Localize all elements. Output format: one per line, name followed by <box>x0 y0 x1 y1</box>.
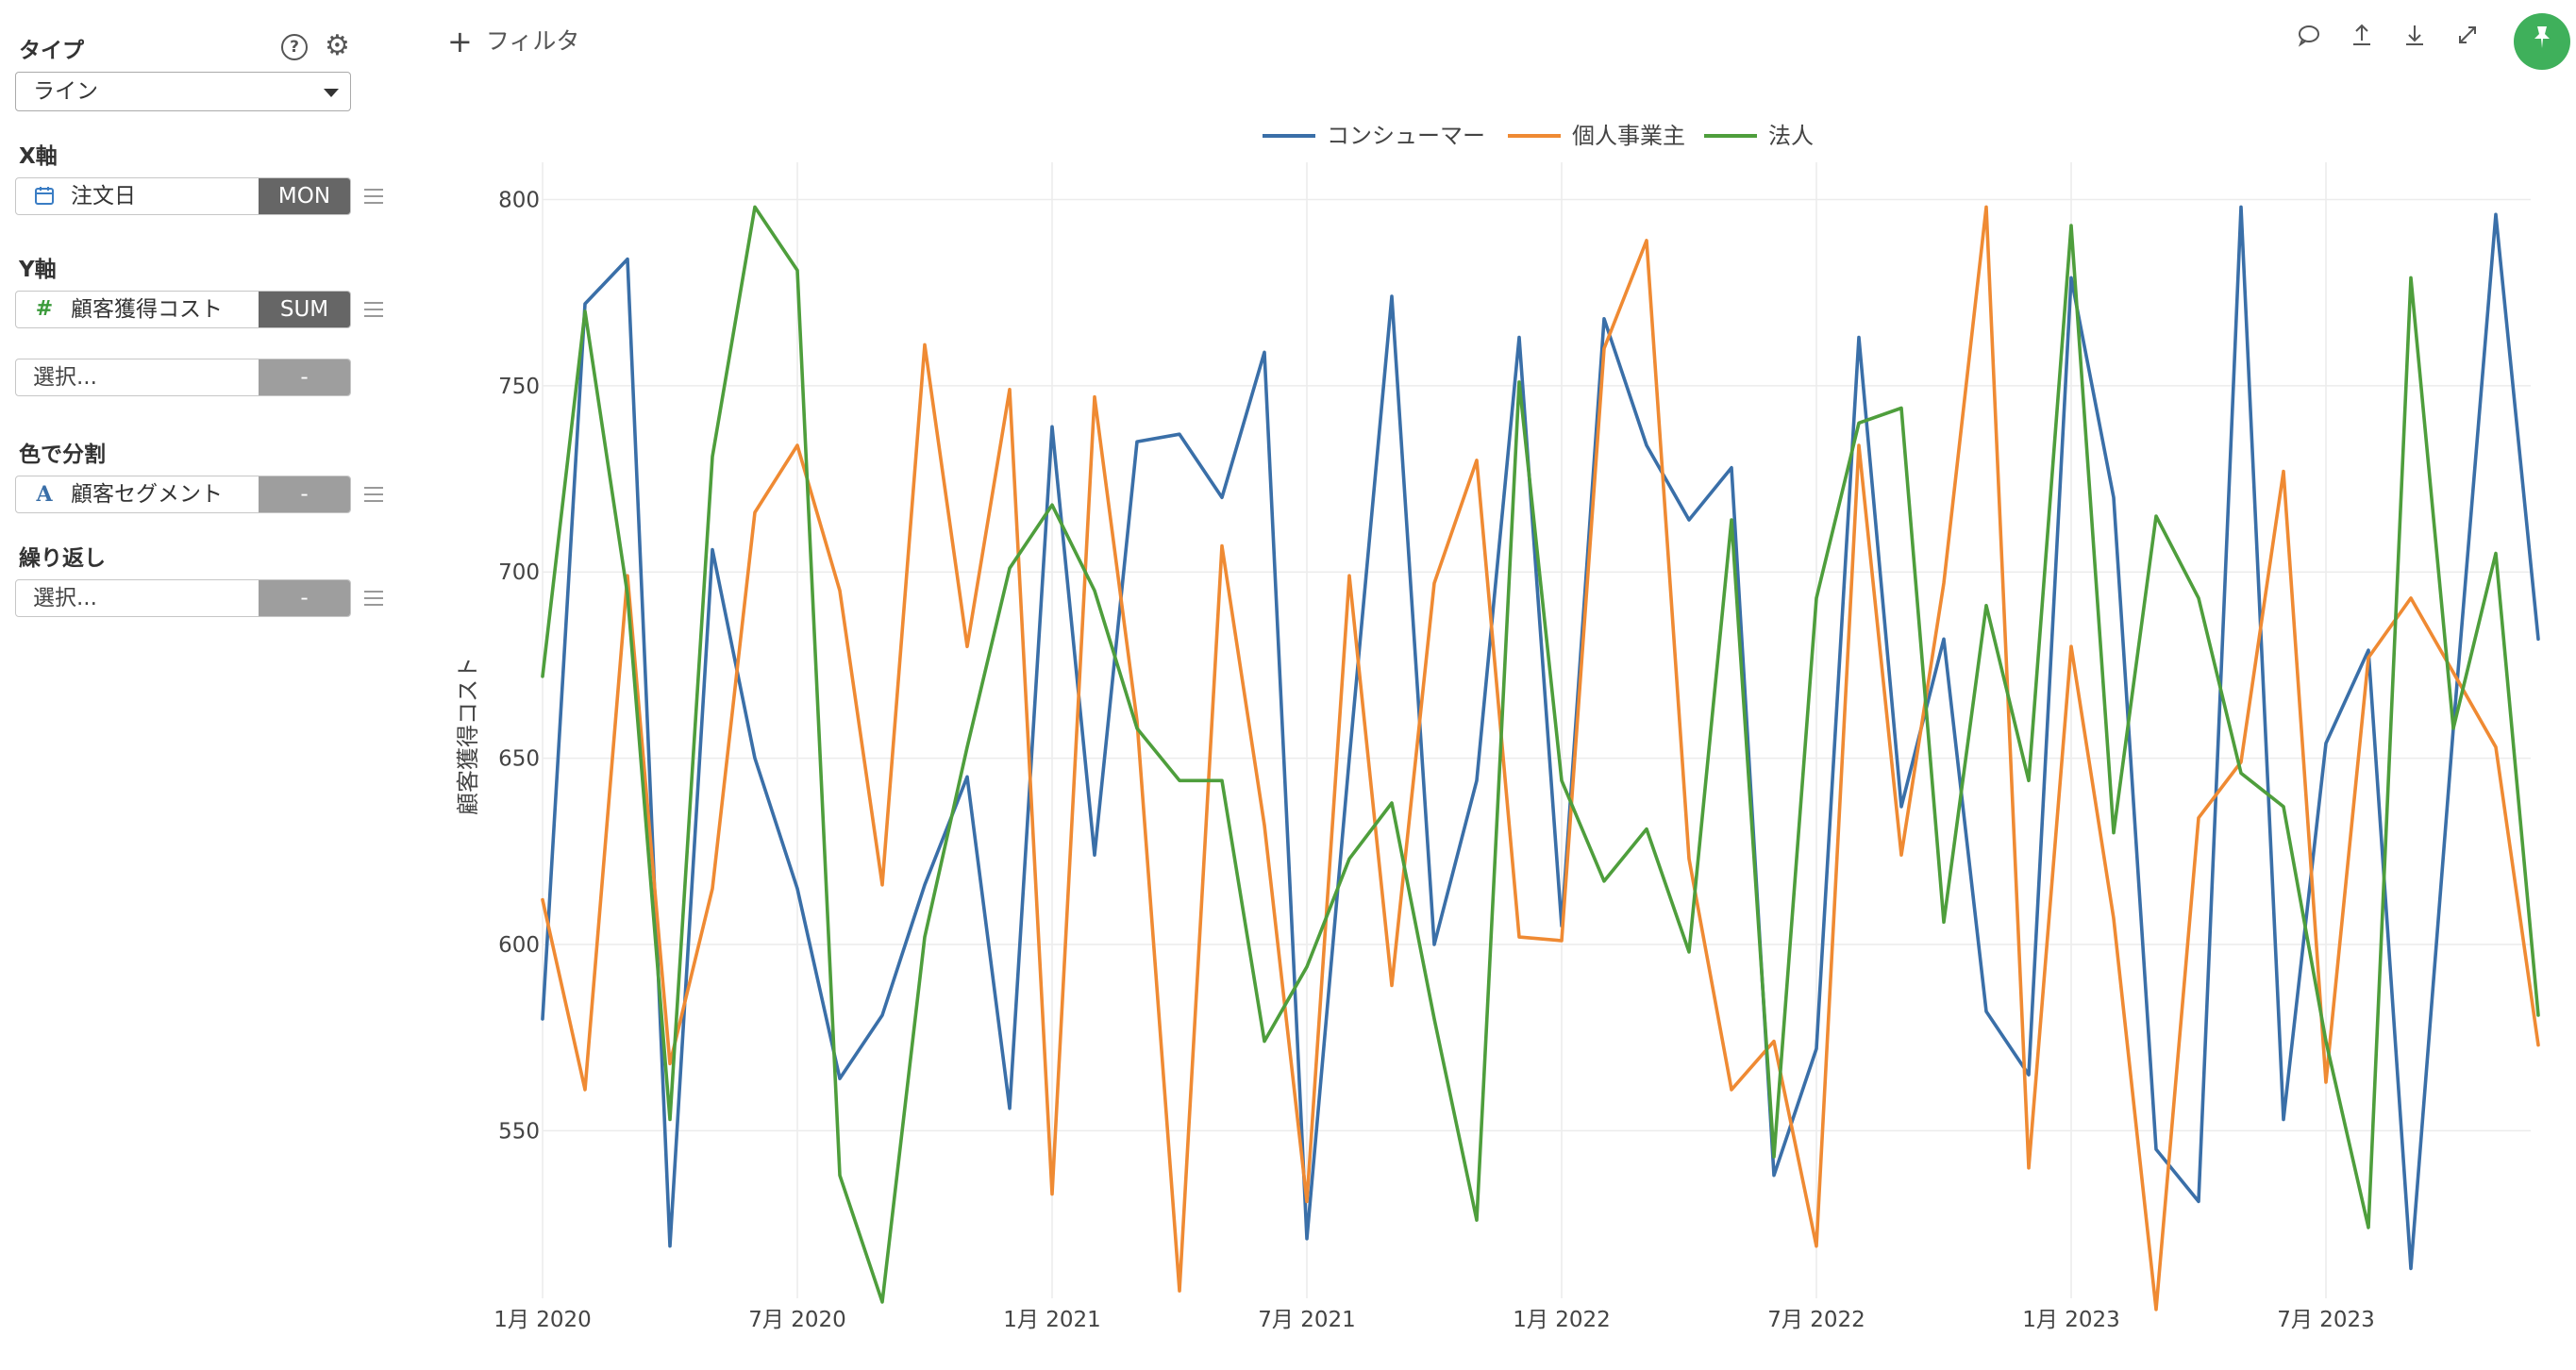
x-tick-label: 7月 2023 <box>2277 1308 2374 1332</box>
comment-icon[interactable] <box>2293 21 2325 58</box>
x-tick-label: 1月 2023 <box>2022 1308 2119 1332</box>
x-tick-label: 1月 2020 <box>493 1308 591 1332</box>
y-tick-label: 600 <box>498 933 540 958</box>
x-axis-field-name: 注文日 <box>71 184 136 209</box>
x-axis-label: X軸 <box>19 144 58 169</box>
y-axis-title: 顧客獲得コスト <box>455 657 481 815</box>
calendar-icon <box>33 185 56 208</box>
chart-type-select[interactable]: ライン <box>15 72 351 111</box>
text-type-icon: A <box>36 482 53 507</box>
y-axis-field[interactable]: # 顧客獲得コスト SUM <box>15 291 351 328</box>
y-tick-label: 700 <box>498 560 540 585</box>
y-tick-label: 750 <box>498 375 540 399</box>
x-tick-label: 7月 2021 <box>1258 1308 1355 1332</box>
expand-icon[interactable] <box>2451 21 2484 58</box>
y-axis-label: Y軸 <box>19 258 57 282</box>
y-axis-second-placeholder: 選択... <box>33 365 97 390</box>
type-label: タイプ <box>19 39 84 63</box>
series-line-2 <box>541 205 2540 1304</box>
download-icon[interactable] <box>2399 21 2431 58</box>
repeat-placeholder: 選択... <box>33 586 97 610</box>
series-line-0 <box>541 205 2540 1271</box>
repeat-label: 繰り返し <box>19 546 106 571</box>
settings-panel: タイプ ? ⚙ ライン X軸 注文日 MON Y軸 # 顧客獲得コスト SUM … <box>0 0 383 1370</box>
x-tick-label: 1月 2021 <box>1003 1308 1100 1332</box>
drag-handle-icon[interactable] <box>364 189 383 204</box>
legend-label: 法人 <box>1768 123 1814 149</box>
plus-icon: + <box>447 24 473 59</box>
gear-icon[interactable]: ⚙ <box>325 29 350 62</box>
x-axis-field[interactable]: 注文日 MON <box>15 177 351 215</box>
color-split-aggregation[interactable]: - <box>259 476 350 512</box>
drag-handle-icon[interactable] <box>364 487 383 502</box>
legend-label: 個人事業主 <box>1572 123 1685 149</box>
chart-type-value: ライン <box>33 79 98 104</box>
pin-icon[interactable] <box>2514 13 2570 70</box>
hash-icon: # <box>35 297 54 321</box>
y-axis-second-field[interactable]: 選択... - <box>15 359 351 396</box>
y-tick-label: 550 <box>498 1119 540 1144</box>
drag-handle-icon[interactable] <box>364 302 383 317</box>
x-tick-label: 7月 2020 <box>748 1308 845 1332</box>
repeat-field[interactable]: 選択... - <box>15 579 351 617</box>
filter-label: フィルタ <box>485 27 580 55</box>
x-axis-aggregation[interactable]: MON <box>259 178 350 214</box>
drag-handle-icon[interactable] <box>364 591 383 606</box>
color-split-field[interactable]: A 顧客セグメント - <box>15 476 351 513</box>
y-axis-field-name: 顧客獲得コスト <box>71 297 223 322</box>
x-tick-label: 1月 2022 <box>1513 1308 1610 1332</box>
y-axis-second-aggregation[interactable]: - <box>259 359 350 395</box>
color-split-field-name: 顧客セグメント <box>71 482 223 507</box>
series-line-1 <box>541 205 2540 1312</box>
y-tick-label: 800 <box>498 188 540 212</box>
chevron-down-icon <box>324 89 339 97</box>
legend-label: コンシューマー <box>1327 123 1485 149</box>
y-tick-label: 650 <box>498 747 540 772</box>
help-icon[interactable]: ? <box>281 34 308 60</box>
add-filter-button[interactable]: + フィルタ <box>447 23 579 59</box>
color-split-label: 色で分割 <box>19 443 106 467</box>
x-tick-label: 7月 2022 <box>1767 1308 1865 1332</box>
y-axis-aggregation[interactable]: SUM <box>259 292 350 327</box>
repeat-aggregation[interactable]: - <box>259 580 350 616</box>
upload-icon[interactable] <box>2346 21 2378 58</box>
